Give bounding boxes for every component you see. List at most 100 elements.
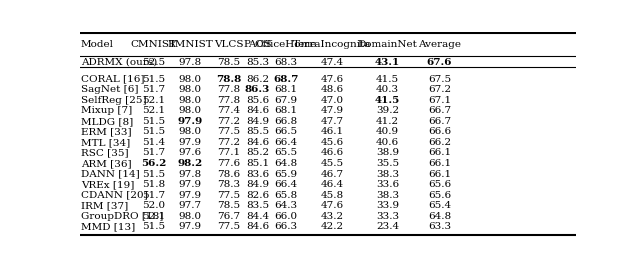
Text: 84.9: 84.9 xyxy=(246,117,269,126)
Text: DomainNet: DomainNet xyxy=(358,40,417,49)
Text: 46.1: 46.1 xyxy=(321,127,344,136)
Text: SagNet [6]: SagNet [6] xyxy=(81,85,138,94)
Text: MLDG [8]: MLDG [8] xyxy=(81,117,133,126)
Text: 66.1: 66.1 xyxy=(428,170,451,179)
Text: 97.9: 97.9 xyxy=(177,117,203,126)
Text: RMNIST: RMNIST xyxy=(167,40,213,49)
Text: 64.8: 64.8 xyxy=(275,159,298,168)
Text: 51.5: 51.5 xyxy=(142,170,165,179)
Text: 41.2: 41.2 xyxy=(376,117,399,126)
Text: 77.8: 77.8 xyxy=(217,85,241,94)
Text: 47.7: 47.7 xyxy=(321,117,344,126)
Text: 78.3: 78.3 xyxy=(217,180,241,189)
Text: 97.8: 97.8 xyxy=(179,57,202,66)
Text: 52.1: 52.1 xyxy=(142,212,165,221)
Text: 65.4: 65.4 xyxy=(428,201,451,210)
Text: 33.6: 33.6 xyxy=(376,180,399,189)
Text: 52.1: 52.1 xyxy=(142,96,165,105)
Text: 76.7: 76.7 xyxy=(217,212,241,221)
Text: 67.1: 67.1 xyxy=(428,96,451,105)
Text: ADRMX (ours): ADRMX (ours) xyxy=(81,57,157,66)
Text: 47.9: 47.9 xyxy=(321,106,344,115)
Text: 77.5: 77.5 xyxy=(217,222,241,231)
Text: 47.6: 47.6 xyxy=(321,75,344,84)
Text: 67.6: 67.6 xyxy=(427,57,452,66)
Text: 77.4: 77.4 xyxy=(217,106,241,115)
Text: 43.2: 43.2 xyxy=(321,212,344,221)
Text: 41.5: 41.5 xyxy=(375,96,400,105)
Text: 67.5: 67.5 xyxy=(428,75,451,84)
Text: 85.1: 85.1 xyxy=(246,159,269,168)
Text: 68.1: 68.1 xyxy=(275,85,298,94)
Text: Average: Average xyxy=(418,40,461,49)
Text: 45.5: 45.5 xyxy=(321,159,344,168)
Text: ARM [36]: ARM [36] xyxy=(81,159,132,168)
Text: 38.3: 38.3 xyxy=(376,191,399,200)
Text: PACS: PACS xyxy=(243,40,272,49)
Text: 98.0: 98.0 xyxy=(179,212,202,221)
Text: SelfReg [25]: SelfReg [25] xyxy=(81,96,147,105)
Text: 38.9: 38.9 xyxy=(376,148,399,158)
Text: 97.9: 97.9 xyxy=(179,222,202,231)
Text: 42.2: 42.2 xyxy=(321,222,344,231)
Text: IRM [37]: IRM [37] xyxy=(81,201,128,210)
Text: 52.1: 52.1 xyxy=(142,106,165,115)
Text: 35.5: 35.5 xyxy=(376,159,399,168)
Text: 98.0: 98.0 xyxy=(179,106,202,115)
Text: 51.5: 51.5 xyxy=(142,127,165,136)
Text: 78.8: 78.8 xyxy=(216,75,241,84)
Text: 86.2: 86.2 xyxy=(246,75,269,84)
Text: 85.3: 85.3 xyxy=(246,57,269,66)
Text: RSC [35]: RSC [35] xyxy=(81,148,129,158)
Text: 47.0: 47.0 xyxy=(321,96,344,105)
Text: 67.2: 67.2 xyxy=(428,85,451,94)
Text: 97.9: 97.9 xyxy=(179,138,202,147)
Text: 66.1: 66.1 xyxy=(428,148,451,158)
Text: 77.2: 77.2 xyxy=(217,117,241,126)
Text: 63.3: 63.3 xyxy=(428,222,451,231)
Text: Model: Model xyxy=(81,40,114,49)
Text: 52.5: 52.5 xyxy=(142,57,165,66)
Text: TerraIncognita: TerraIncognita xyxy=(292,40,371,49)
Text: 47.4: 47.4 xyxy=(321,57,344,66)
Text: CDANN [20]: CDANN [20] xyxy=(81,191,148,200)
Text: 66.2: 66.2 xyxy=(428,138,451,147)
Text: 46.7: 46.7 xyxy=(321,170,344,179)
Text: 39.2: 39.2 xyxy=(376,106,399,115)
Text: 47.6: 47.6 xyxy=(321,201,344,210)
Text: OfficeHome: OfficeHome xyxy=(255,40,317,49)
Text: 65.6: 65.6 xyxy=(428,180,451,189)
Text: 97.6: 97.6 xyxy=(179,148,202,158)
Text: 66.0: 66.0 xyxy=(275,212,298,221)
Text: 66.7: 66.7 xyxy=(428,106,451,115)
Text: 83.6: 83.6 xyxy=(246,170,269,179)
Text: 68.7: 68.7 xyxy=(273,75,298,84)
Text: 51.5: 51.5 xyxy=(142,117,165,126)
Text: 68.1: 68.1 xyxy=(275,106,298,115)
Text: 46.6: 46.6 xyxy=(321,148,344,158)
Text: 98.0: 98.0 xyxy=(179,85,202,94)
Text: 84.6: 84.6 xyxy=(246,222,269,231)
Text: 64.8: 64.8 xyxy=(428,212,451,221)
Text: 33.3: 33.3 xyxy=(376,212,399,221)
Text: 45.8: 45.8 xyxy=(321,191,344,200)
Text: 65.8: 65.8 xyxy=(275,191,298,200)
Text: MTL [34]: MTL [34] xyxy=(81,138,131,147)
Text: 51.5: 51.5 xyxy=(142,75,165,84)
Text: 48.6: 48.6 xyxy=(321,85,344,94)
Text: 38.3: 38.3 xyxy=(376,170,399,179)
Text: 97.9: 97.9 xyxy=(179,180,202,189)
Text: 84.6: 84.6 xyxy=(246,106,269,115)
Text: 77.8: 77.8 xyxy=(217,96,241,105)
Text: 67.9: 67.9 xyxy=(275,96,298,105)
Text: 33.9: 33.9 xyxy=(376,201,399,210)
Text: 85.2: 85.2 xyxy=(246,148,269,158)
Text: VLCS: VLCS xyxy=(214,40,244,49)
Text: 66.4: 66.4 xyxy=(275,138,298,147)
Text: 78.5: 78.5 xyxy=(217,57,241,66)
Text: 51.7: 51.7 xyxy=(142,191,165,200)
Text: 84.6: 84.6 xyxy=(246,138,269,147)
Text: 40.9: 40.9 xyxy=(376,127,399,136)
Text: 66.5: 66.5 xyxy=(275,127,298,136)
Text: 98.2: 98.2 xyxy=(177,159,203,168)
